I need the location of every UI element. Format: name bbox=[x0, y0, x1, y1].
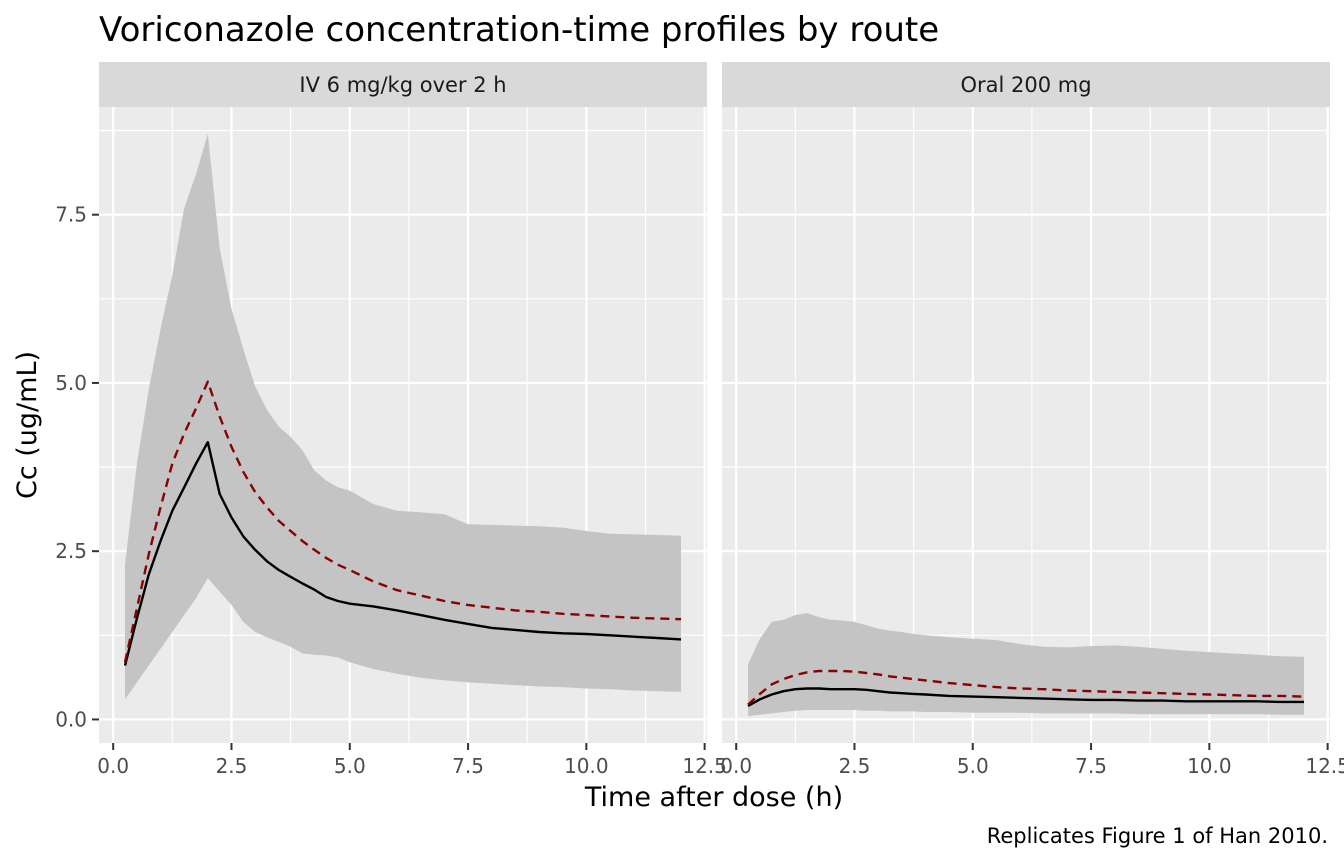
chart-title: Voriconazole concentration-time profiles… bbox=[99, 10, 939, 50]
y-axis-title: Cc (ug/mL) bbox=[12, 351, 43, 499]
x-tick-label: 12.5 bbox=[682, 754, 727, 778]
x-tick-label: 10.0 bbox=[564, 754, 609, 778]
x-axis-ticks-iv: 0.0 2.5 5.0 7.5 10.0 12.5 bbox=[97, 743, 727, 778]
mean-line bbox=[747, 669, 1305, 706]
y-tick-label: 0.0 bbox=[55, 707, 87, 731]
x-axis-ticks-oral: 0.0 2.5 5.0 7.5 10.0 12.5 bbox=[720, 743, 1344, 778]
chart-caption: Replicates Figure 1 of Han 2010. bbox=[987, 824, 1328, 848]
x-tick-label: 0.0 bbox=[97, 754, 129, 778]
y-tick-label: 7.5 bbox=[55, 203, 87, 227]
strip-background-oral bbox=[722, 62, 1330, 107]
median-line bbox=[747, 687, 1304, 708]
x-tick-label: 2.5 bbox=[216, 754, 248, 778]
x-tick-label: 7.5 bbox=[1075, 754, 1107, 778]
ribbon-band bbox=[748, 613, 1304, 717]
panel-oral: Oral 200 mg 0.0 2.5 5.0 7.5 10.0 12.5 bbox=[720, 62, 1344, 778]
series-layer-iv bbox=[123, 133, 682, 700]
x-axis-title: Time after dose (h) bbox=[584, 782, 843, 813]
x-tick-label: 2.5 bbox=[839, 754, 871, 778]
x-tick-label: 10.0 bbox=[1187, 754, 1232, 778]
panel-iv: IV 6 mg/kg over 2 h 0.0 2.5 5.0 7.5 10.0 12.5 bbox=[97, 62, 727, 778]
median-line bbox=[123, 441, 682, 666]
x-tick-label: 12.5 bbox=[1305, 754, 1344, 778]
y-tick-label: 5.0 bbox=[55, 371, 87, 395]
x-tick-label: 5.0 bbox=[334, 754, 366, 778]
x-tick-label: 5.0 bbox=[957, 754, 989, 778]
y-tick-label: 2.5 bbox=[55, 539, 87, 563]
major-gridlines-oral bbox=[722, 107, 1330, 743]
strip-background-iv bbox=[99, 62, 707, 107]
series-layer-oral bbox=[747, 613, 1305, 717]
strip-label-iv: IV 6 mg/kg over 2 h bbox=[299, 73, 506, 97]
y-axis: 0.0 2.5 5.0 7.5 bbox=[55, 203, 99, 731]
x-tick-label: 0.0 bbox=[720, 754, 752, 778]
strip-label-oral: Oral 200 mg bbox=[960, 73, 1091, 97]
x-tick-label: 7.5 bbox=[452, 754, 484, 778]
